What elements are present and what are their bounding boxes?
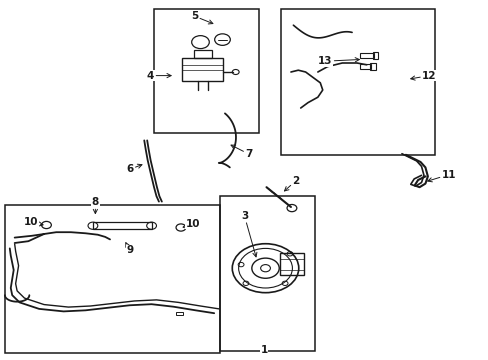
Bar bbox=[281, 9, 434, 155]
Text: 13: 13 bbox=[317, 56, 359, 66]
Text: 7: 7 bbox=[231, 145, 252, 159]
Text: 9: 9 bbox=[125, 243, 133, 255]
Bar bbox=[360, 53, 373, 58]
Text: 12: 12 bbox=[410, 71, 436, 81]
Text: 8: 8 bbox=[92, 197, 99, 213]
Text: 11: 11 bbox=[427, 170, 455, 182]
Bar bbox=[93, 222, 151, 229]
Text: 10: 10 bbox=[24, 217, 43, 228]
Bar bbox=[194, 50, 211, 58]
Bar bbox=[154, 9, 259, 133]
Bar bbox=[176, 312, 183, 315]
Text: 1: 1 bbox=[260, 345, 267, 355]
Bar bbox=[369, 63, 375, 70]
Text: 6: 6 bbox=[126, 164, 142, 174]
Bar bbox=[280, 253, 303, 275]
Text: 3: 3 bbox=[241, 211, 256, 257]
Bar bbox=[220, 196, 315, 351]
Text: 10: 10 bbox=[183, 219, 200, 229]
Bar bbox=[360, 64, 370, 69]
Text: 4: 4 bbox=[146, 71, 171, 81]
Bar bbox=[5, 205, 220, 353]
Bar bbox=[372, 52, 378, 59]
Text: 5: 5 bbox=[191, 11, 212, 24]
Text: 2: 2 bbox=[284, 176, 299, 191]
Bar bbox=[182, 58, 223, 81]
